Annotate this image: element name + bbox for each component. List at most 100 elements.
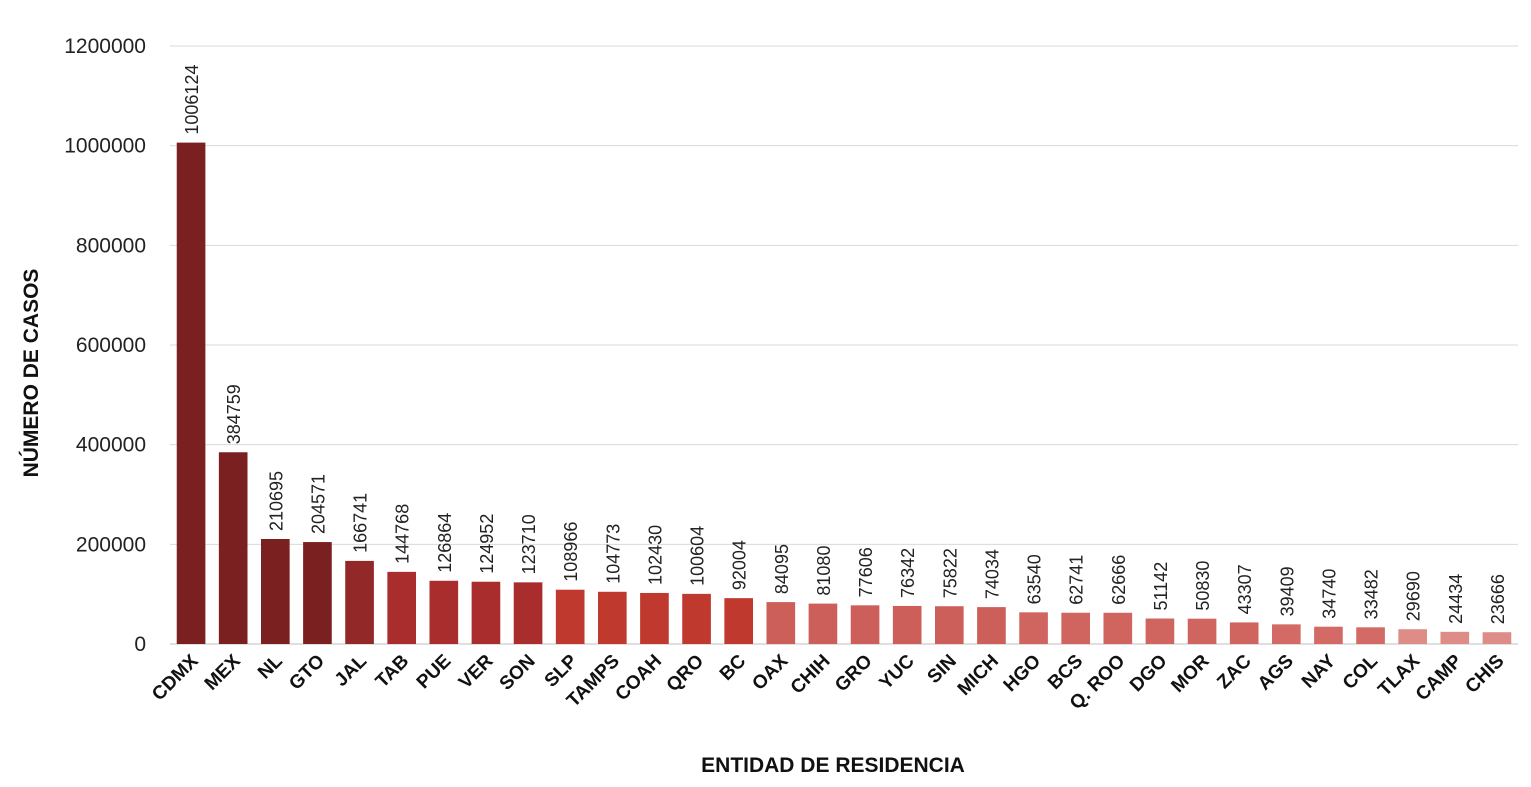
data-label: 33482 — [1362, 569, 1382, 619]
data-label: 102430 — [645, 525, 665, 585]
data-label: 63540 — [1025, 554, 1045, 604]
data-label: 92004 — [730, 540, 750, 590]
y-tick-label: 400000 — [76, 434, 146, 457]
bar-tamps — [597, 591, 627, 644]
y-axis-ticks: 0 200000 400000 600000 800000 1000000 1200000 — [64, 35, 146, 656]
data-label: 108966 — [561, 522, 581, 582]
bar-mich — [977, 607, 1006, 644]
x-tick-label: YUC — [876, 650, 919, 693]
x-tick-label: CDMX — [148, 650, 203, 705]
y-tick-label: 200000 — [76, 533, 146, 556]
data-label: 77606 — [856, 547, 876, 597]
x-tick-label: HGO — [1000, 651, 1045, 696]
data-label: 123710 — [519, 514, 539, 574]
data-label: 126864 — [435, 513, 455, 573]
data-label: 384759 — [224, 384, 244, 444]
x-tick-label: CHIS — [1462, 651, 1509, 698]
x-tick-label: CHIH — [787, 651, 835, 699]
x-tick-label: DGO — [1126, 651, 1171, 696]
data-label: 62666 — [1109, 555, 1129, 605]
data-label: 210695 — [266, 471, 286, 531]
x-tick-label: MEX — [201, 650, 245, 694]
x-tick-label: GTO — [285, 651, 329, 695]
bar-dgo — [1145, 618, 1175, 644]
bar-yuc — [892, 605, 922, 644]
data-label: 81080 — [814, 546, 834, 596]
x-tick-label: PUE — [413, 651, 455, 693]
bar-gto — [303, 542, 332, 644]
data-label: 204571 — [308, 474, 328, 534]
bar-mor — [1187, 618, 1217, 644]
data-label: 24434 — [1446, 574, 1466, 624]
bar-camp — [1440, 631, 1470, 644]
bar-mex — [218, 452, 248, 644]
bar-nay — [1314, 626, 1343, 644]
data-label: 76342 — [898, 548, 918, 598]
data-label: 104773 — [603, 524, 623, 584]
data-label: 34740 — [1319, 569, 1339, 619]
bar-hgo — [1019, 612, 1048, 644]
x-tick-label: GRO — [831, 651, 876, 696]
y-tick-label: 600000 — [76, 334, 146, 357]
y-tick-label: 1000000 — [64, 135, 146, 158]
bar-nl — [260, 539, 290, 644]
data-label: 51142 — [1151, 562, 1171, 611]
bar-zac — [1229, 622, 1259, 644]
y-tick-label: 800000 — [76, 234, 146, 257]
bar-bc — [724, 598, 754, 644]
x-tick-label: AGS — [1254, 651, 1298, 695]
x-tick-label: MICH — [954, 651, 1003, 700]
data-label: 1006124 — [182, 65, 202, 135]
bar-son — [513, 582, 543, 644]
x-tick-label: SON — [496, 651, 540, 695]
data-label: 43307 — [1235, 564, 1255, 614]
data-label: 62741 — [1067, 555, 1087, 605]
bar-tlax — [1398, 629, 1428, 644]
data-label: 74034 — [982, 549, 1002, 599]
bar-coah — [640, 592, 669, 644]
y-tick-label: 0 — [134, 633, 146, 656]
bars — [176, 142, 1512, 644]
data-label: 144768 — [393, 504, 413, 564]
data-label: 50830 — [1193, 561, 1213, 611]
bar-chis — [1482, 632, 1512, 644]
data-label: 29690 — [1404, 571, 1424, 621]
y-axis-title: NÚMERO DE CASOS — [19, 269, 43, 478]
bar-gro — [850, 605, 880, 644]
x-tick-label: COAH — [612, 651, 666, 705]
x-tick-label: CAMP — [1412, 650, 1467, 705]
bar-ags — [1271, 624, 1301, 644]
bar-slp — [555, 589, 585, 644]
data-labels: 1006124 384759 210695 204571 166741 144768 126… — [182, 65, 1508, 625]
x-tick-label: NL — [254, 650, 287, 683]
bar-col — [1356, 627, 1385, 644]
bar-ver — [471, 581, 501, 644]
bar-q-roo — [1103, 612, 1133, 644]
bar-sin — [934, 606, 964, 644]
x-tick-label: NAY — [1298, 650, 1340, 692]
data-label: 100604 — [688, 526, 708, 586]
data-label: 84095 — [772, 544, 792, 594]
bar-cdmx — [176, 142, 206, 644]
y-tick-label: 1200000 — [64, 35, 146, 58]
bar-oax — [766, 602, 796, 644]
data-label: 166741 — [351, 493, 371, 553]
x-tick-label: BC — [716, 650, 750, 684]
data-label: 75822 — [940, 548, 960, 598]
x-tick-label: TAB — [372, 651, 413, 692]
x-tick-label: VER — [455, 650, 498, 693]
bar-chih — [808, 603, 838, 644]
x-tick-label: OAX — [748, 650, 792, 694]
x-tick-label: QRO — [663, 651, 708, 696]
x-axis-title: ENTIDAD DE RESIDENCIA — [701, 754, 965, 777]
bar-pue — [429, 580, 459, 644]
bar-jal — [345, 560, 374, 644]
x-tick-label: MOR — [1167, 650, 1213, 696]
data-label: 39409 — [1277, 566, 1297, 616]
data-label: 124952 — [477, 514, 497, 574]
x-tick-label: JAL — [331, 650, 372, 691]
bar-tab — [387, 571, 417, 644]
